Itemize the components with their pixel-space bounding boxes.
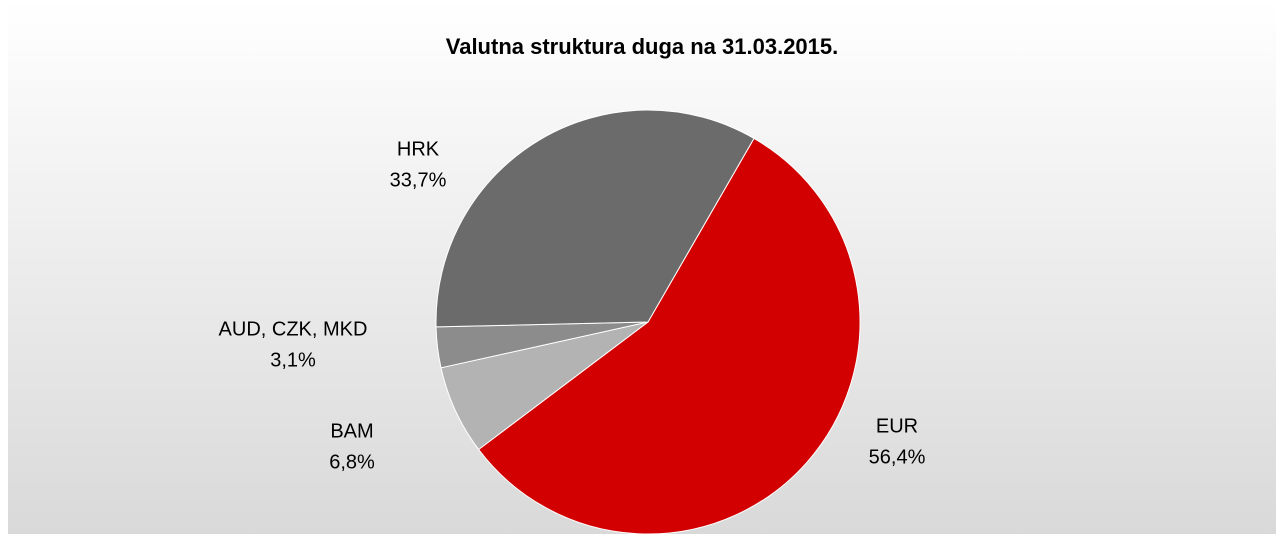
slice-value-label: 3,1% [270, 349, 316, 371]
pie-slice [435, 109, 755, 328]
chart-title: Valutna struktura duga na 31.03.2015. [446, 34, 839, 59]
slice-value-label: 6,8% [329, 451, 375, 473]
slice-category-label: HRK [397, 138, 440, 160]
slice-category-label: EUR [876, 415, 918, 437]
slice-category-label: BAM [330, 420, 373, 442]
slice-value-label: 33,7% [390, 169, 447, 191]
slice-value-label: 56,4% [869, 446, 926, 468]
slice-category-label: AUD, CZK, MKD [219, 318, 368, 340]
pie-slice [477, 137, 861, 535]
